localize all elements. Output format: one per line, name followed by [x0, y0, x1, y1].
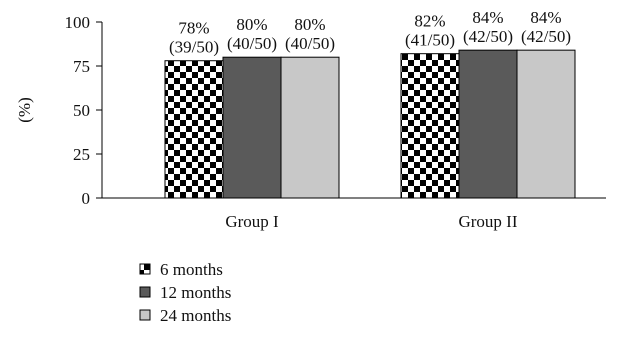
bar-6-months-group-ii — [400, 53, 460, 199]
y-axis-label: (%) — [15, 97, 34, 122]
data-label-percent: 80% — [294, 15, 325, 34]
data-label-percent: 82% — [414, 12, 445, 31]
data-label-percent: 84% — [472, 8, 503, 27]
data-label-percent: 80% — [236, 15, 267, 34]
y-tick-label: 25 — [73, 145, 90, 164]
y-tick-label: 0 — [82, 189, 91, 208]
bar-12-months-group-ii — [458, 49, 518, 199]
legend-swatch — [139, 286, 151, 298]
legend-label: 12 months — [160, 283, 231, 302]
bar-24-months-group-i — [280, 56, 340, 199]
y-tick-label: 100 — [65, 13, 91, 32]
legend-label: 24 months — [160, 306, 231, 325]
x-category-label: Group II — [458, 212, 517, 231]
x-category-label: Group I — [225, 212, 279, 231]
data-label-fraction: (39/50) — [169, 38, 219, 57]
legend: 6 months 12 months 24 months — [139, 260, 231, 325]
data-labels: 78%(39/50)80%(40/50)80%(40/50)82%(41/50)… — [169, 8, 571, 57]
data-label-fraction: (40/50) — [227, 34, 277, 53]
data-label-fraction: (42/50) — [521, 27, 571, 46]
data-label-fraction: (42/50) — [463, 27, 513, 46]
data-label-fraction: (41/50) — [405, 31, 455, 50]
legend-swatch — [139, 309, 151, 321]
y-ticks: 0 25 50 75 100 — [65, 13, 102, 208]
y-tick-label: 75 — [73, 57, 90, 76]
bar-12-months-group-i — [222, 56, 282, 199]
data-label-percent: 78% — [178, 19, 209, 38]
bars — [164, 49, 576, 199]
data-label-fraction: (40/50) — [285, 34, 335, 53]
data-label-percent: 84% — [530, 8, 561, 27]
bar-6-months-group-i — [164, 60, 224, 199]
legend-label: 6 months — [160, 260, 223, 279]
y-tick-label: 50 — [73, 101, 90, 120]
bar-24-months-group-ii — [516, 49, 576, 199]
legend-swatch — [139, 263, 151, 275]
category-labels: Group I Group II — [225, 212, 518, 231]
